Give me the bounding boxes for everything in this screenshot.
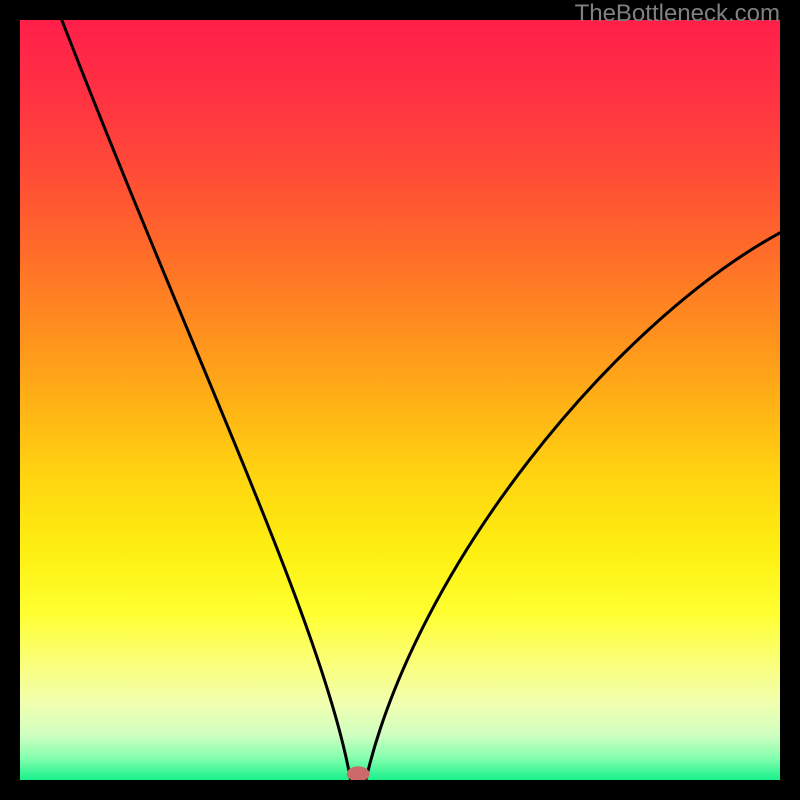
chart-frame: TheBottleneck.com [0,0,800,800]
gradient-background [20,20,780,780]
watermark-text: TheBottleneck.com [575,0,780,28]
chart-svg [20,20,780,780]
plot-area [20,20,780,780]
